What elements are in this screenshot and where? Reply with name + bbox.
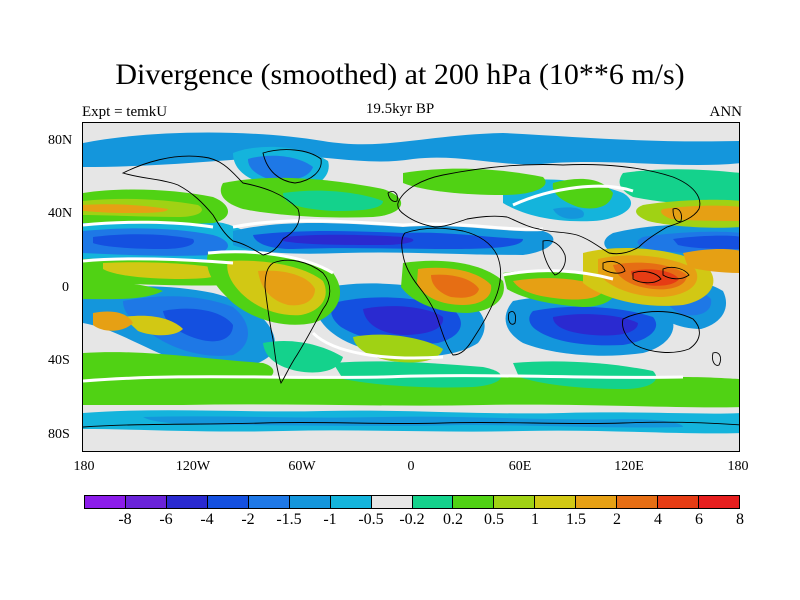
experiment-label: Expt = temkU xyxy=(82,104,168,120)
colorbar-label: 4 xyxy=(654,511,662,528)
lat-label-40n: 40N xyxy=(48,206,73,221)
lat-label-0: 0 xyxy=(62,280,69,295)
zero-contours xyxy=(83,184,684,383)
colorbar-swatch xyxy=(453,496,495,508)
lon-label-120e: 120E xyxy=(614,459,644,474)
lat-label-80s: 80S xyxy=(48,427,70,442)
colorbar-label: 0.2 xyxy=(443,511,463,528)
colorbar-swatch xyxy=(535,496,577,508)
colorbar-label: -6 xyxy=(159,511,173,528)
colorbar-label: -4 xyxy=(200,511,214,528)
lon-label-180e: 180 xyxy=(727,459,749,474)
lon-label-180w: 180 xyxy=(73,459,95,474)
colorbar-swatch xyxy=(699,496,739,508)
divergence-map xyxy=(82,122,740,452)
colorbar xyxy=(84,495,740,509)
colorbar-swatch xyxy=(166,496,208,508)
colorbar-swatch xyxy=(371,496,413,508)
lon-label-60w: 60W xyxy=(288,459,316,474)
colorbar-label: 6 xyxy=(695,511,703,528)
colorbar-label: -2 xyxy=(241,511,255,528)
colorbar-label: 0.5 xyxy=(484,511,504,528)
divergence-regions xyxy=(83,168,739,408)
colorbar-swatch xyxy=(85,496,126,508)
colorbar-swatch xyxy=(207,496,249,508)
lon-label-0: 0 xyxy=(407,459,415,474)
lon-label-120w: 120W xyxy=(175,459,211,474)
colorbar-label: 8 xyxy=(736,511,744,528)
colorbar-label: -1.5 xyxy=(276,511,302,528)
period-label: 19.5kyr BP xyxy=(365,101,435,117)
lat-label-40s: 40S xyxy=(48,353,70,368)
season-label: ANN xyxy=(709,104,743,120)
map-title: Divergence (smoothed) at 200 hPa (10**6 … xyxy=(115,58,685,91)
colorbar-swatch xyxy=(330,496,372,508)
colorbar-label: -0.2 xyxy=(399,511,425,528)
colorbar-label: 1 xyxy=(531,511,539,528)
colorbar-label: -0.5 xyxy=(358,511,384,528)
lat-label-80n: 80N xyxy=(48,133,73,148)
colorbar-swatch xyxy=(248,496,290,508)
colorbar-label: 1.5 xyxy=(566,511,586,528)
colorbar-swatch xyxy=(494,496,536,508)
colorbar-swatch xyxy=(412,496,454,508)
colorbar-swatch xyxy=(658,496,700,508)
coastlines xyxy=(83,149,739,428)
colorbar-swatch xyxy=(576,496,618,508)
colorbar-swatch xyxy=(125,496,167,508)
map-canvas xyxy=(83,123,739,451)
lon-label-60e: 60E xyxy=(508,459,532,474)
colorbar-swatch xyxy=(289,496,331,508)
colorbar-label: -1 xyxy=(323,511,337,528)
colorbar-label: 2 xyxy=(613,511,621,528)
colorbar-swatch xyxy=(617,496,659,508)
colorbar-label: -8 xyxy=(118,511,132,528)
